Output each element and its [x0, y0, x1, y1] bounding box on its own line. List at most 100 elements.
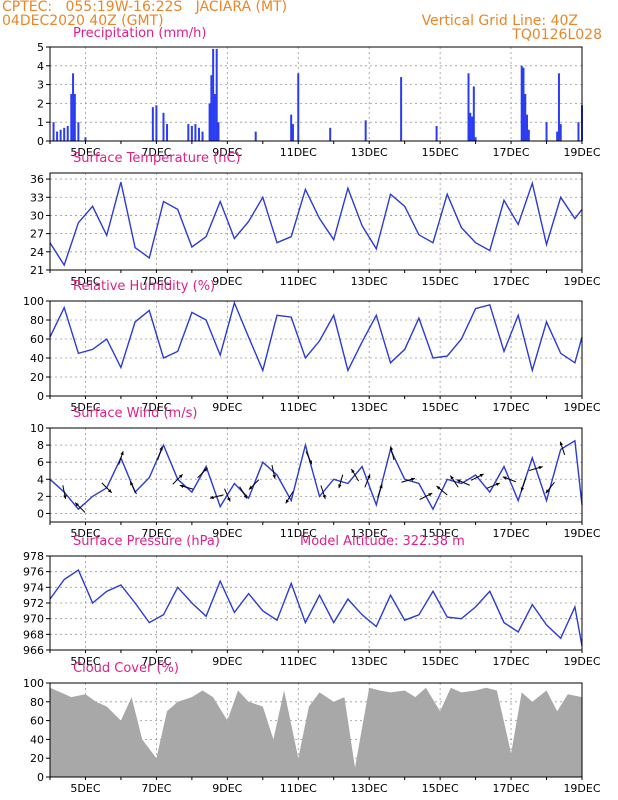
- x-tick-label: 5DEC: [70, 782, 100, 795]
- wind-arrow: [101, 482, 113, 494]
- wind-arrow-head: [178, 474, 183, 479]
- precip-bar: [577, 122, 580, 141]
- wind-arrow: [470, 473, 484, 481]
- x-tick-label: 19DEC: [563, 401, 600, 414]
- wind-arrow-head: [545, 489, 550, 494]
- x-tick-label: 9DEC: [212, 782, 242, 795]
- y-tick-label: 4: [37, 60, 44, 73]
- wind-arrow-head: [159, 446, 163, 451]
- wind-arrow: [248, 479, 260, 490]
- y-tick-label: 36: [30, 173, 44, 186]
- wind-arrow-head: [248, 485, 253, 490]
- wind-arrow: [486, 482, 501, 489]
- precip-bar: [297, 73, 300, 141]
- x-tick-label: 17DEC: [493, 401, 530, 414]
- y-tick-label: 5: [37, 41, 44, 54]
- wind-arrow: [172, 473, 183, 485]
- wind-arrow: [401, 477, 416, 483]
- x-tick-label: 17DEC: [493, 146, 530, 159]
- precip-bar: [213, 94, 216, 141]
- wind-title: Surface Wind (m/s): [73, 406, 197, 421]
- header-datetime: 04DEC2020 40Z (GMT): [2, 13, 164, 29]
- x-tick-label: 5DEC: [70, 146, 100, 159]
- y-tick-label: 21: [30, 264, 44, 277]
- pres-panel: Surface Pressure (hPa) 966 968 970 972 974 976…: [23, 534, 601, 668]
- wind-arrow-head: [379, 484, 383, 489]
- precip-bar: [472, 86, 475, 141]
- precip-panel: Precipitation (mm/h) 0 1 2 3 4 5 5DEC 7DEC 9DEC 11…: [37, 26, 601, 159]
- x-tick-label: 11DEC: [280, 275, 317, 288]
- wind-arrow: [239, 486, 248, 499]
- precip-bar: [73, 94, 76, 141]
- x-tick-label: 11DEC: [280, 146, 317, 159]
- precip-bar: [474, 137, 477, 141]
- x-tick-label: 15DEC: [422, 527, 459, 540]
- y-tick-label: 80: [30, 696, 44, 709]
- header-model-id: TQ0126L028: [512, 27, 602, 43]
- precip-bar: [162, 112, 165, 141]
- wind-arrow: [520, 477, 527, 492]
- wind-arrow: [529, 465, 543, 471]
- precip-bar: [471, 116, 474, 141]
- wind-arrow-head: [227, 497, 231, 502]
- precip-title: Precipitation (mm/h): [73, 26, 206, 41]
- precip-bar: [556, 131, 559, 141]
- y-tick-label: 978: [23, 550, 44, 563]
- precip-bar: [77, 122, 80, 141]
- precip-bar: [52, 122, 55, 141]
- y-tick-label: 24: [30, 246, 44, 259]
- precip-bar: [59, 129, 62, 141]
- precip-bar: [329, 127, 332, 141]
- x-tick-label: 9DEC: [212, 401, 242, 414]
- y-tick-label: 0: [37, 390, 44, 403]
- x-tick-label: 15DEC: [422, 275, 459, 288]
- precip-bar: [201, 131, 204, 141]
- wind-arrow-head: [538, 465, 543, 470]
- y-tick-label: 6: [37, 456, 44, 469]
- x-tick-label: 5DEC: [70, 275, 100, 288]
- precip-bar: [190, 125, 193, 141]
- precip-bar: [84, 137, 87, 141]
- x-tick-label: 7DEC: [141, 782, 171, 795]
- wind-arrow: [197, 467, 208, 479]
- x-tick-label: 5DEC: [70, 655, 100, 668]
- wind-arrow-head: [130, 481, 134, 486]
- y-tick-label: 10: [30, 422, 44, 435]
- precip-bar: [290, 114, 293, 141]
- wind-arrow: [320, 485, 326, 499]
- x-tick-label: 17DEC: [493, 527, 530, 540]
- cloud-frame: [49, 682, 583, 778]
- wind-arrow-head: [209, 495, 214, 500]
- wind-arrow-head: [285, 499, 290, 504]
- temp-title: Surface Temperature (nC): [73, 151, 241, 166]
- rh-line: [49, 300, 583, 374]
- temp-line: [49, 180, 583, 267]
- wind-arrow-head: [179, 484, 184, 489]
- temp-panel: Surface Temperature (nC) 21 24 27 30 33 36 5DEC…: [30, 151, 601, 288]
- header-station: CPTEC: 055:19W-16:22S JACIARA (MT): [2, 0, 288, 15]
- wind-arrow: [436, 485, 448, 496]
- precip-bar: [151, 107, 154, 141]
- x-tick-label: 15DEC: [422, 782, 459, 795]
- precip-bar: [217, 122, 220, 141]
- y-tick-label: 30: [30, 209, 44, 222]
- rh-title: Relative Humidity (%): [73, 279, 215, 294]
- wind-arrow: [118, 451, 124, 465]
- wind-arrow: [419, 492, 433, 500]
- precip-bar: [210, 75, 213, 141]
- wind-arrow-head: [450, 475, 454, 480]
- y-tick-label: 27: [30, 228, 44, 241]
- x-tick-label: 13DEC: [351, 527, 388, 540]
- y-tick-label: 968: [23, 628, 44, 641]
- x-tick-label: 9DEC: [212, 527, 242, 540]
- wind-arrow-head: [479, 474, 484, 478]
- wind-arrow-head: [389, 446, 394, 451]
- y-tick-label: 974: [23, 581, 44, 594]
- wind-frame: [49, 427, 583, 523]
- precip-bar: [212, 48, 215, 141]
- precip-frame: [49, 46, 583, 142]
- wind-arrow-head: [243, 494, 248, 499]
- precip-bar: [187, 124, 190, 141]
- precip-bar: [291, 124, 294, 141]
- x-tick-label: 19DEC: [563, 655, 600, 668]
